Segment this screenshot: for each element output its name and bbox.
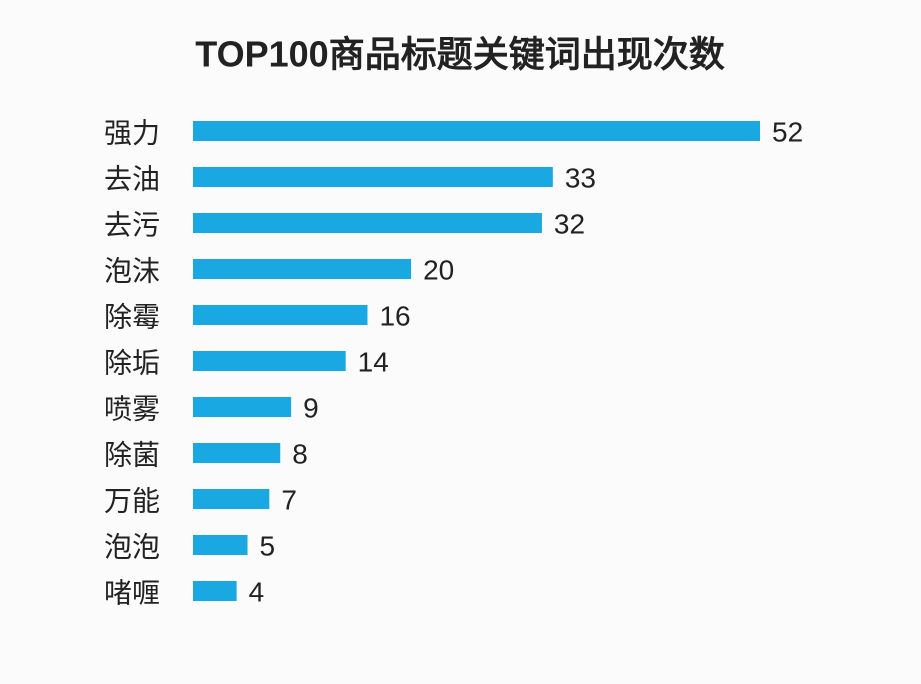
value-label: 14 xyxy=(358,346,389,377)
chart-title: TOP100商品标题关键词出现次数 xyxy=(195,34,724,75)
category-label: 去油 xyxy=(104,163,160,194)
bar xyxy=(193,121,760,141)
bar xyxy=(193,535,248,555)
category-label: 泡沫 xyxy=(104,255,160,286)
bar xyxy=(193,305,368,325)
value-label: 7 xyxy=(281,484,297,515)
value-label: 4 xyxy=(249,576,265,607)
bar xyxy=(193,213,542,233)
value-label: 33 xyxy=(565,162,596,193)
category-label: 除垢 xyxy=(104,347,160,378)
value-label: 8 xyxy=(292,438,308,469)
bar xyxy=(193,443,281,463)
category-label: 啫喱 xyxy=(104,577,160,608)
category-label: 喷雾 xyxy=(104,393,160,424)
bar xyxy=(193,351,346,371)
value-label: 16 xyxy=(379,300,410,331)
category-label: 强力 xyxy=(104,117,160,148)
bar xyxy=(193,581,237,601)
category-label: 万能 xyxy=(104,485,160,516)
value-label: 20 xyxy=(423,254,454,285)
bar xyxy=(193,489,270,509)
value-label: 9 xyxy=(303,392,319,423)
value-label: 5 xyxy=(260,530,276,561)
category-label: 去污 xyxy=(104,209,160,240)
bar xyxy=(193,167,553,187)
category-label: 除菌 xyxy=(104,439,160,470)
value-label: 32 xyxy=(554,208,585,239)
bar xyxy=(193,259,412,279)
value-label: 52 xyxy=(772,116,803,147)
bar xyxy=(193,397,292,417)
category-label: 泡泡 xyxy=(104,531,160,562)
category-label: 除霉 xyxy=(104,301,160,332)
